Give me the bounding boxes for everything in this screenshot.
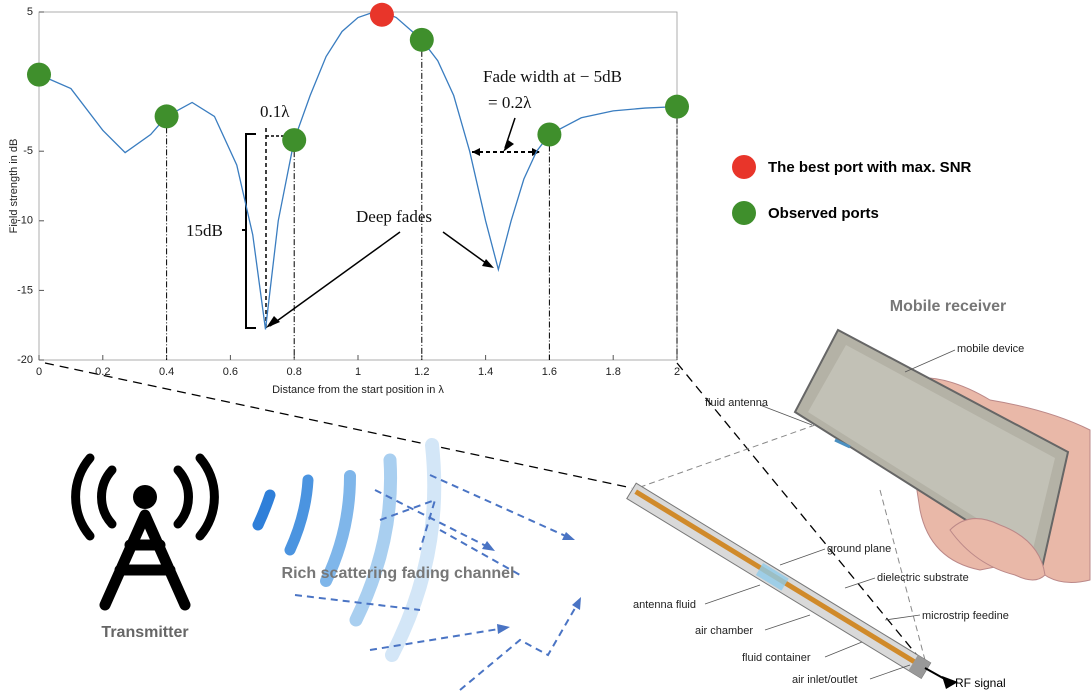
- component-label: ground plane: [827, 543, 891, 555]
- x-tick-label: 1.8: [606, 366, 621, 378]
- port-marker: [155, 104, 179, 128]
- component-label: antenna fluid: [633, 599, 696, 611]
- x-tick-label: 0: [36, 366, 42, 378]
- x-tick-label: 1.6: [542, 366, 557, 378]
- zoom-line: [632, 425, 815, 490]
- y-tick-label: -10: [17, 215, 33, 227]
- legend-label: Observed ports: [768, 205, 879, 222]
- x-tick-label: 1.2: [414, 366, 429, 378]
- transmitter-label: Transmitter: [101, 624, 188, 641]
- port-marker: [537, 122, 561, 146]
- x-tick-label: 0.8: [287, 366, 302, 378]
- x-tick-label: 0.6: [223, 366, 238, 378]
- figure: Distance from the start position in λ Fi…: [0, 0, 1091, 698]
- x-tick-label: 0.4: [159, 366, 174, 378]
- x-axis-label: Distance from the start position in λ: [272, 384, 444, 396]
- component-label: air inlet/outlet: [792, 674, 857, 686]
- port-marker: [27, 63, 51, 87]
- x-tick-label: 0.2: [95, 366, 110, 378]
- annotation: Deep fades: [356, 207, 432, 226]
- component-label: RF signal: [955, 676, 1006, 690]
- x-tick-label: 2: [674, 366, 680, 378]
- component-label: mobile device: [957, 343, 1024, 355]
- component-label: microstrip feedine: [922, 610, 1009, 622]
- y-tick-label: 5: [27, 6, 33, 18]
- port-marker: [410, 28, 434, 52]
- annotation: 15dB: [186, 221, 223, 240]
- channel-label: Rich scattering fading channel: [282, 565, 515, 582]
- legend-label: The best port with max. SNR: [768, 159, 972, 176]
- component-label: air chamber: [695, 625, 753, 637]
- annotation: = 0.2λ: [488, 93, 532, 112]
- legend-swatch: [732, 155, 756, 179]
- plot-frame: [39, 12, 677, 360]
- component-label: dielectric substrate: [877, 572, 969, 584]
- waves: [258, 445, 434, 655]
- y-tick-label: -20: [17, 354, 33, 366]
- receiver-title: Mobile receiver: [890, 298, 1007, 315]
- port-marker: [665, 95, 689, 119]
- x-tick-label: 1: [355, 366, 361, 378]
- annotation: Fade width at − 5dB: [483, 67, 622, 86]
- rf-arrow: [925, 668, 950, 682]
- component-label: fluid container: [742, 652, 811, 664]
- field-curve: [39, 12, 677, 329]
- port-marker: [282, 128, 306, 152]
- transmitter-icon: [76, 458, 215, 605]
- y-tick-label: -15: [17, 284, 33, 296]
- component-label: fluid antenna: [705, 397, 769, 409]
- annotation: 0.1λ: [260, 102, 290, 121]
- x-tick-label: 1.4: [478, 366, 493, 378]
- port-marker: [370, 3, 394, 27]
- y-tick-label: -5: [23, 145, 33, 157]
- zoom-line: [45, 363, 632, 488]
- legend-swatch: [732, 201, 756, 225]
- scatter-arrowheads: [482, 532, 581, 634]
